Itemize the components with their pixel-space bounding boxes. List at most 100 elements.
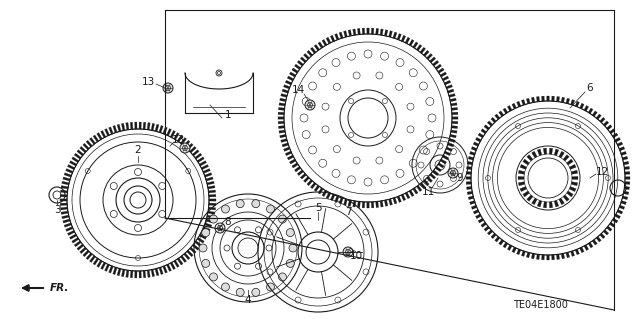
Polygon shape xyxy=(335,196,339,203)
Polygon shape xyxy=(207,181,214,185)
Polygon shape xyxy=(446,85,452,89)
Polygon shape xyxy=(371,28,374,34)
Polygon shape xyxy=(61,186,68,189)
Circle shape xyxy=(221,283,230,291)
Polygon shape xyxy=(310,182,316,189)
Polygon shape xyxy=(471,205,477,209)
Polygon shape xyxy=(393,32,397,39)
Polygon shape xyxy=(495,237,500,242)
Polygon shape xyxy=(393,197,397,204)
Polygon shape xyxy=(609,129,615,134)
Polygon shape xyxy=(596,237,601,242)
Polygon shape xyxy=(566,191,573,197)
Polygon shape xyxy=(143,271,146,278)
Polygon shape xyxy=(109,127,113,134)
Polygon shape xyxy=(444,151,451,156)
Polygon shape xyxy=(326,37,331,44)
Polygon shape xyxy=(438,163,444,168)
Polygon shape xyxy=(499,111,504,116)
Polygon shape xyxy=(380,201,383,207)
Text: 13: 13 xyxy=(141,77,155,87)
Polygon shape xyxy=(559,198,564,205)
Polygon shape xyxy=(339,197,343,204)
Polygon shape xyxy=(607,226,612,231)
Polygon shape xyxy=(195,241,202,247)
Polygon shape xyxy=(66,169,73,173)
Polygon shape xyxy=(580,247,584,253)
Polygon shape xyxy=(371,202,374,208)
Polygon shape xyxy=(180,137,186,145)
Polygon shape xyxy=(367,28,369,34)
Polygon shape xyxy=(155,124,159,132)
Polygon shape xyxy=(600,117,605,123)
Polygon shape xyxy=(74,153,81,159)
Polygon shape xyxy=(83,143,89,150)
Circle shape xyxy=(252,200,260,208)
Polygon shape xyxy=(420,47,426,53)
Polygon shape xyxy=(280,98,286,102)
Text: 14: 14 xyxy=(291,85,305,95)
Polygon shape xyxy=(405,192,410,199)
Polygon shape xyxy=(621,201,627,204)
Polygon shape xyxy=(566,98,570,104)
Polygon shape xyxy=(401,194,406,201)
Polygon shape xyxy=(326,192,331,199)
Polygon shape xyxy=(409,190,414,197)
Polygon shape xyxy=(518,176,524,180)
Polygon shape xyxy=(451,130,457,133)
Polygon shape xyxy=(318,188,323,194)
Polygon shape xyxy=(526,98,530,104)
Text: 1: 1 xyxy=(225,110,231,120)
Circle shape xyxy=(202,259,210,267)
Polygon shape xyxy=(205,223,212,227)
Polygon shape xyxy=(314,45,319,51)
Polygon shape xyxy=(203,169,211,173)
Polygon shape xyxy=(199,161,207,166)
Polygon shape xyxy=(362,28,365,34)
Polygon shape xyxy=(197,238,204,243)
Polygon shape xyxy=(287,155,294,160)
Polygon shape xyxy=(90,256,95,263)
Polygon shape xyxy=(526,252,530,258)
Polygon shape xyxy=(619,205,625,209)
Polygon shape xyxy=(512,247,516,253)
Polygon shape xyxy=(467,161,472,165)
Polygon shape xyxy=(207,215,214,219)
Polygon shape xyxy=(450,98,456,102)
Polygon shape xyxy=(438,68,444,73)
Polygon shape xyxy=(541,255,545,260)
Polygon shape xyxy=(536,96,540,102)
Circle shape xyxy=(286,259,294,267)
Polygon shape xyxy=(473,142,479,146)
Polygon shape xyxy=(192,150,199,156)
Polygon shape xyxy=(143,122,146,129)
Polygon shape xyxy=(159,267,163,275)
Polygon shape xyxy=(174,260,179,267)
Polygon shape xyxy=(74,241,81,247)
Polygon shape xyxy=(451,103,457,106)
Polygon shape xyxy=(166,129,172,136)
Polygon shape xyxy=(554,149,559,156)
Polygon shape xyxy=(303,54,309,59)
Polygon shape xyxy=(401,35,406,42)
Polygon shape xyxy=(279,103,285,106)
Polygon shape xyxy=(470,152,475,155)
Polygon shape xyxy=(344,199,348,205)
Polygon shape xyxy=(552,255,554,260)
Polygon shape xyxy=(612,133,618,138)
Polygon shape xyxy=(484,226,490,231)
Polygon shape xyxy=(413,188,418,194)
Polygon shape xyxy=(195,153,202,159)
Polygon shape xyxy=(322,190,327,197)
Polygon shape xyxy=(429,57,436,63)
Polygon shape xyxy=(97,260,102,267)
Polygon shape xyxy=(409,40,414,46)
Polygon shape xyxy=(100,262,106,270)
Circle shape xyxy=(202,229,210,237)
Polygon shape xyxy=(72,238,79,243)
Polygon shape xyxy=(612,218,618,223)
Circle shape xyxy=(278,273,287,281)
Polygon shape xyxy=(617,210,623,214)
Text: 10: 10 xyxy=(349,251,363,261)
Polygon shape xyxy=(615,137,620,142)
